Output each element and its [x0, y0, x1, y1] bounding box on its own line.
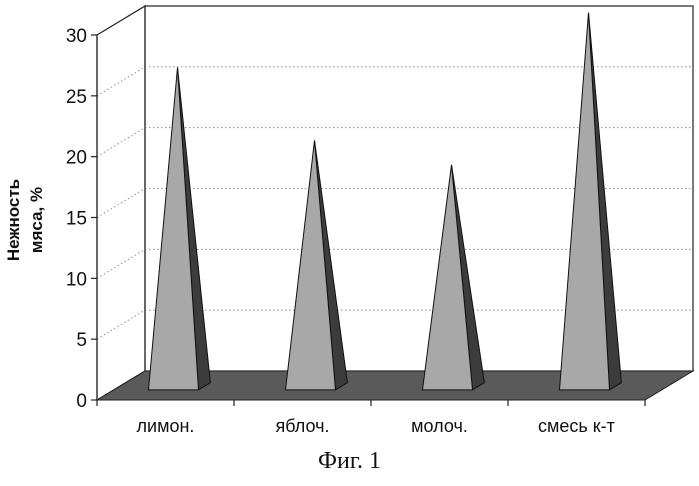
chart-bars	[149, 13, 622, 390]
gridline-side	[97, 249, 145, 278]
x-axis-ticks: лимон. яблоч. молоч. смесь к-т	[97, 400, 645, 436]
gridline-side	[97, 67, 145, 96]
gridline-side	[97, 128, 145, 157]
y-tick-label: 25	[66, 87, 87, 108]
x-tick-label: яблоч.	[276, 416, 330, 436]
x-tick-label: смесь к-т	[538, 416, 615, 436]
y-axis-ticks: 0 5 10 15 20 25 30	[66, 26, 97, 412]
y-axis-label-line2: мяса, %	[27, 187, 46, 253]
figure-caption: Фиг. 1	[0, 448, 699, 475]
x-tick-label: молоч.	[411, 416, 468, 436]
y-tick-label: 15	[66, 209, 87, 230]
y-tick-label: 0	[76, 391, 87, 412]
x-tick-label: лимон.	[137, 416, 195, 436]
y-tick-label: 5	[76, 330, 87, 351]
y-axis-label-line1: Нежность	[4, 179, 23, 261]
y-tick-label: 20	[66, 148, 87, 169]
gridline-side	[97, 310, 145, 339]
y-tick-label: 10	[66, 269, 87, 290]
gridline-side	[97, 189, 145, 218]
y-tick-label: 30	[66, 26, 87, 47]
